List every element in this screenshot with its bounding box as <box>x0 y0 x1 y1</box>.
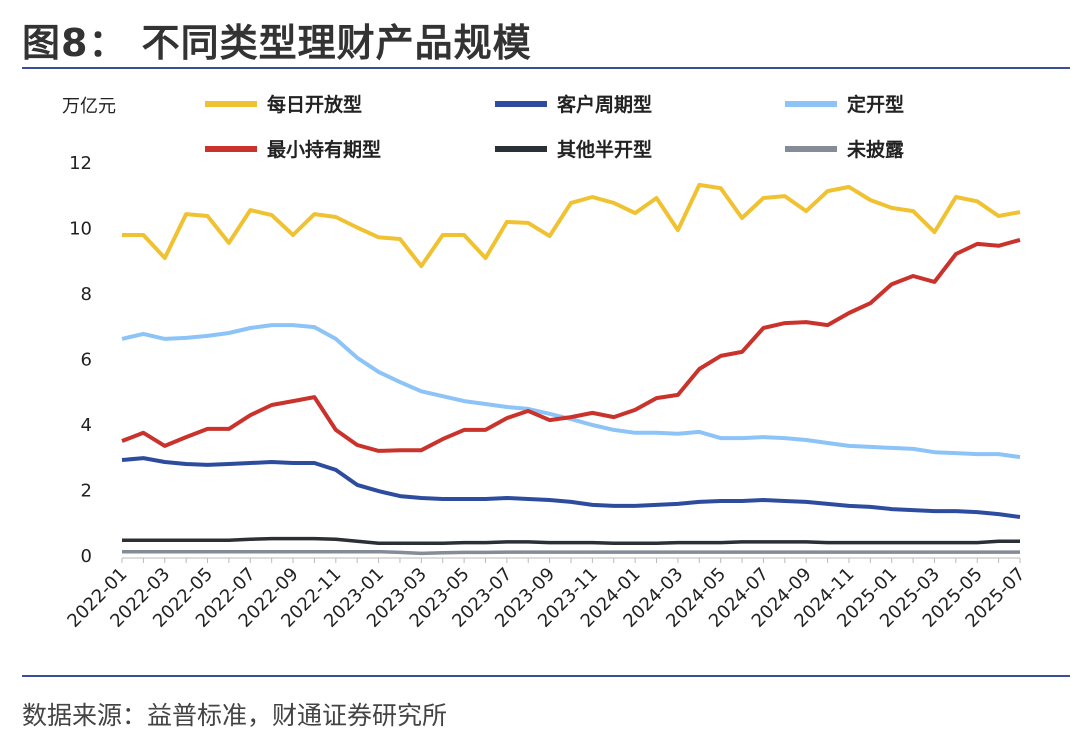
y-tick-label: 2 <box>81 481 92 502</box>
y-tick-label: 6 <box>81 350 92 371</box>
series-line-6 <box>122 549 1020 556</box>
legend-swatch <box>205 146 257 152</box>
legend-label: 最小持有期型 <box>267 138 381 161</box>
legend-swatch <box>785 101 837 107</box>
legend-label: 客户周期型 <box>557 93 652 116</box>
y-axis-unit: 万亿元 <box>62 96 116 117</box>
legend-label: 其他半开型 <box>557 138 652 161</box>
figure-title: 图8： 不同类型理财产品规模 <box>22 21 532 65</box>
legend-swatch <box>785 146 837 152</box>
bottom-divider <box>22 675 1070 677</box>
y-tick-label: 8 <box>81 284 92 305</box>
legend-swatch <box>495 146 547 152</box>
series-line-4 <box>121 237 1021 453</box>
axes: 0246810122022-012022-032022-052022-07202… <box>63 153 1029 632</box>
y-tick-label: 10 <box>69 219 92 240</box>
series-line-3 <box>121 323 1021 460</box>
legend-label: 定开型 <box>847 93 904 116</box>
series-line-1 <box>122 182 1021 269</box>
top-divider <box>22 67 1070 69</box>
y-tick-label: 12 <box>69 153 92 174</box>
legend-swatch <box>205 101 257 107</box>
source-note: 数据来源：益普标准，财通证券研究所 <box>22 701 448 730</box>
legend-swatch <box>495 101 547 107</box>
series-lines <box>121 182 1021 556</box>
series-line-5 <box>122 536 1020 545</box>
legend-label: 未披露 <box>846 138 905 161</box>
y-tick-label: 0 <box>81 546 92 567</box>
series-line-2 <box>121 456 1021 519</box>
legend-label: 每日开放型 <box>267 93 362 116</box>
y-tick-label: 4 <box>81 415 92 436</box>
